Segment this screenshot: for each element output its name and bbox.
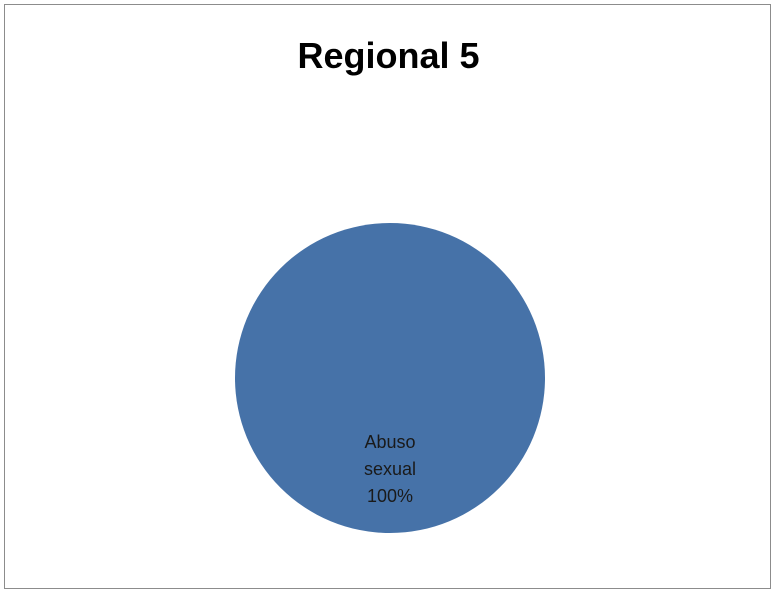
pie-slice [235, 223, 545, 533]
chart-title: Regional 5 [297, 35, 480, 76]
data-label: Abuso sexual 100% [364, 432, 416, 506]
